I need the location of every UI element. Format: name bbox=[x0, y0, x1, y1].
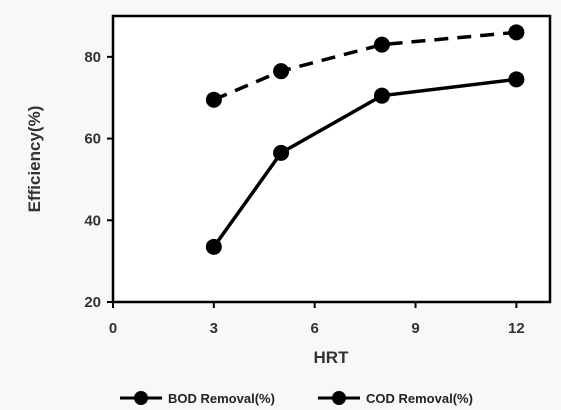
data-point bbox=[273, 144, 290, 161]
y-tick-label: 80 bbox=[84, 49, 101, 66]
data-point bbox=[373, 87, 390, 104]
legend-marker bbox=[332, 391, 346, 405]
plot-area bbox=[111, 14, 552, 304]
y-tick-label: 40 bbox=[84, 212, 101, 229]
y-axis-ticks: 20 40 60 80 bbox=[84, 49, 113, 311]
y-axis-title: Efficiency(%) bbox=[25, 106, 44, 213]
legend-label: COD Removal(%) bbox=[366, 391, 473, 406]
series-line bbox=[212, 77, 517, 248]
legend-marker bbox=[134, 391, 148, 405]
legend-item: BOD Removal(%) bbox=[120, 391, 275, 406]
x-tick-label: 6 bbox=[311, 320, 319, 337]
x-tick-label: 3 bbox=[210, 320, 218, 337]
x-tick-label: 0 bbox=[109, 320, 117, 337]
legend: BOD Removal(%) COD Removal(%) bbox=[120, 391, 473, 406]
y-tick-label: 20 bbox=[84, 294, 101, 311]
x-tick-label: 12 bbox=[508, 320, 525, 337]
data-point bbox=[205, 238, 222, 255]
x-axis-title: HRT bbox=[314, 348, 350, 367]
data-point bbox=[508, 24, 525, 41]
series-cod-removal bbox=[205, 24, 525, 108]
series-bod-removal bbox=[205, 71, 525, 255]
series-layer bbox=[205, 24, 525, 255]
legend-label: BOD Removal(%) bbox=[168, 391, 275, 406]
x-tick-label: 9 bbox=[411, 320, 419, 337]
data-point bbox=[273, 63, 290, 80]
legend-item: COD Removal(%) bbox=[318, 391, 473, 406]
data-point bbox=[373, 36, 390, 53]
y-tick-label: 60 bbox=[84, 131, 101, 148]
series-line bbox=[213, 30, 517, 102]
x-axis-ticks: 0 3 6 9 12 bbox=[109, 302, 525, 337]
data-point bbox=[205, 91, 222, 108]
data-point bbox=[508, 71, 525, 88]
